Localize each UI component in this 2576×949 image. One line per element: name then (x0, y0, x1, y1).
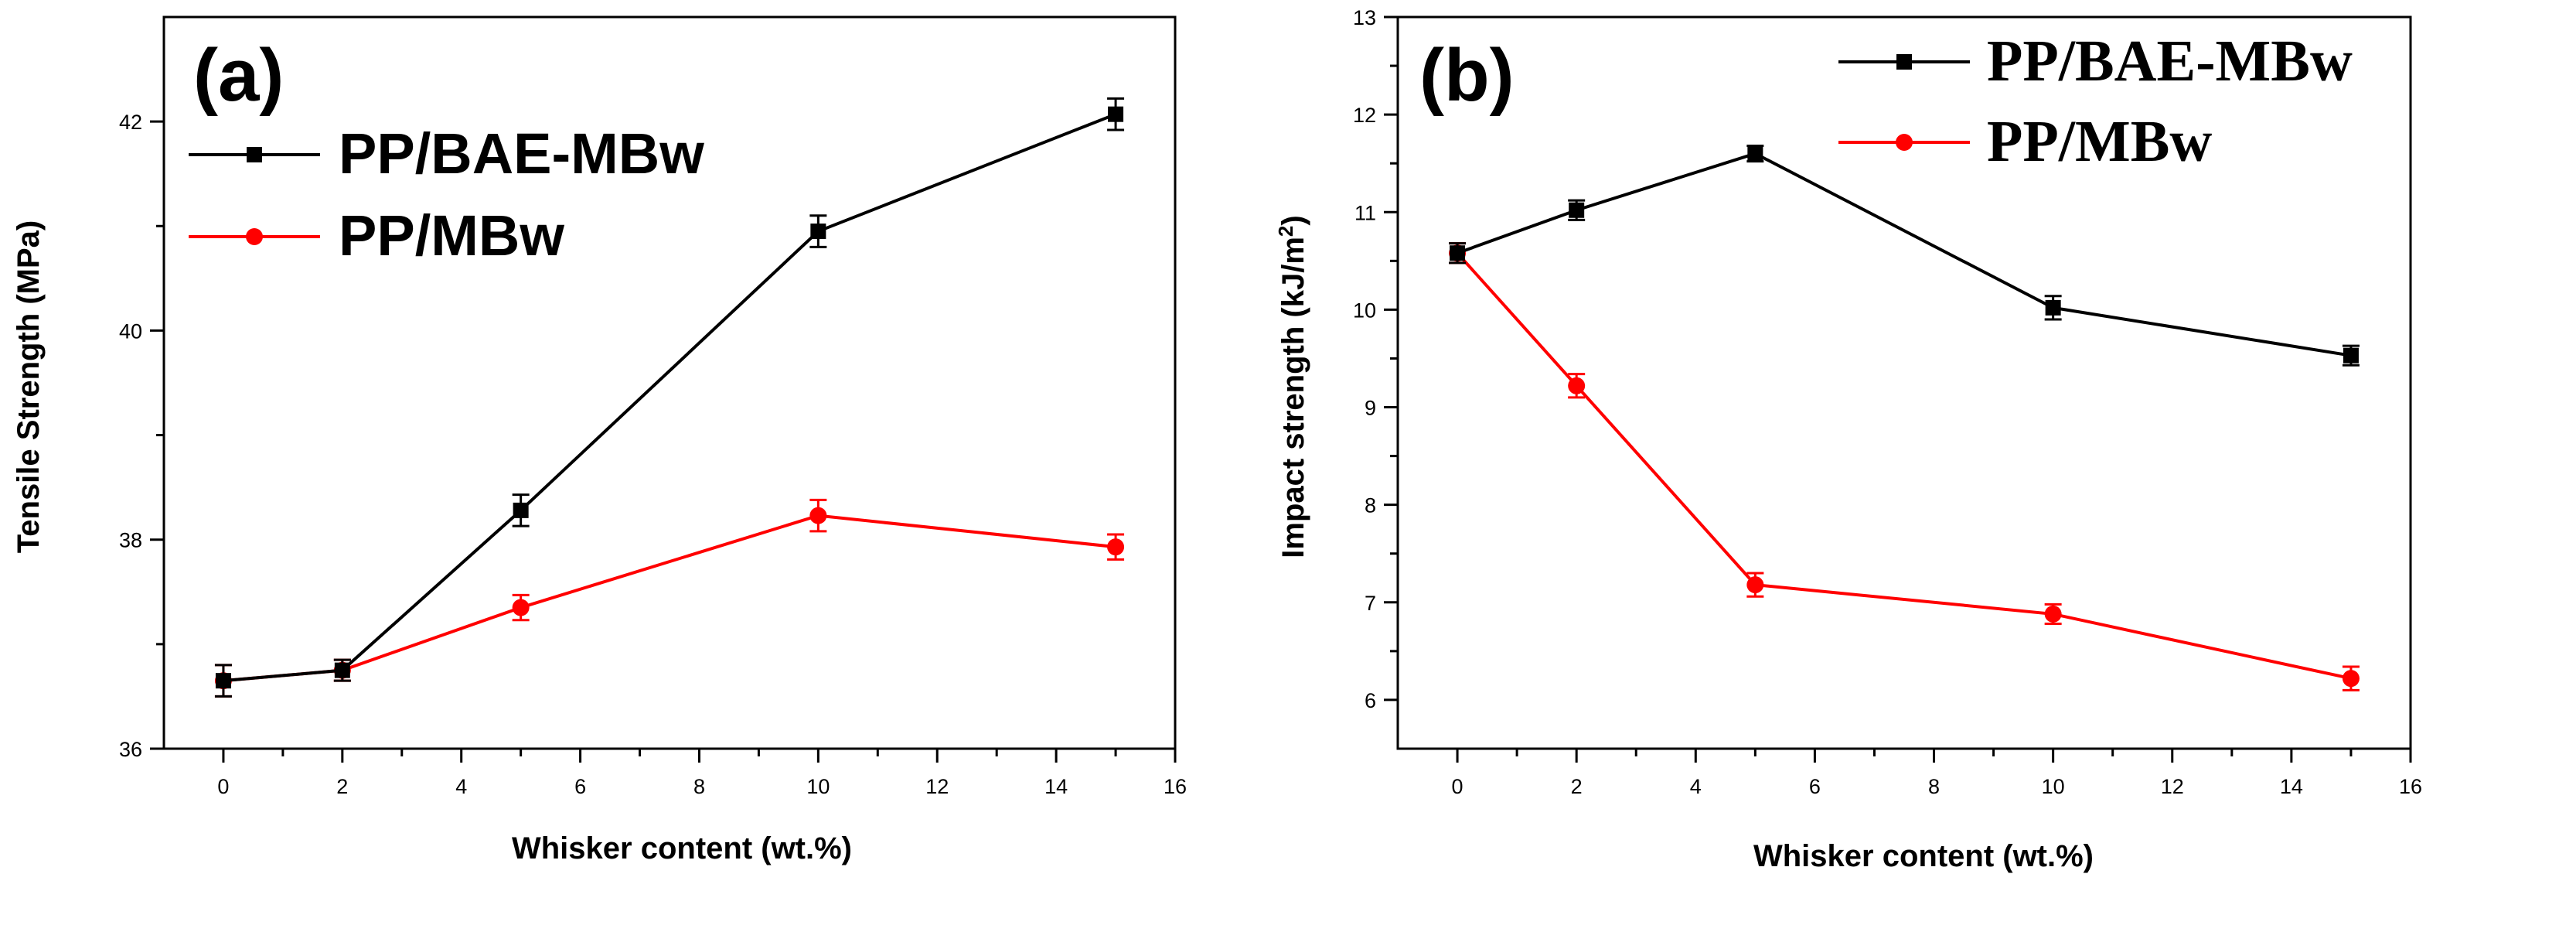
panel-label-a: (a) (193, 34, 284, 117)
y-tick-label: 40 (119, 319, 142, 343)
legend-label-pp-bae-mbw: PP/BAE-MBw (339, 121, 704, 186)
x-tick-label: 10 (806, 775, 830, 798)
chart-panel-b: 0 2 4 6 8 10 12 14 16 6 7 8 9 10 11 12 13 (b) PP/BAE-MBw… (1274, 6, 2422, 873)
data-point (1450, 245, 1466, 261)
x-tick-label: 14 (2280, 775, 2303, 798)
panel-label-b: (b) (1419, 34, 1515, 117)
y-tick-label: 12 (1353, 104, 1376, 127)
y-axis-label-b: Impact strength (kJ/m2) (1274, 215, 1310, 558)
data-point (1569, 202, 1585, 218)
series-b (1449, 144, 2360, 691)
plot-frame-b (1396, 15, 2412, 750)
y-tick-label: 42 (119, 111, 142, 134)
data-point (215, 673, 231, 689)
x-tick-label: 8 (1928, 775, 1940, 798)
x-tick-label: 16 (1164, 775, 1187, 798)
y-tick-label: 36 (119, 738, 142, 761)
data-point (2342, 670, 2360, 688)
y-axis-label-b-sup: 2 (1274, 226, 1297, 237)
legend-a: PP/BAE-MBw PP/MBw (189, 121, 704, 268)
y-axis-label-b-main: Impact strength (kJ/m (1276, 237, 1310, 558)
x-tick-label: 4 (1690, 775, 1702, 798)
x-tick-label: 2 (336, 775, 348, 798)
ticks-a: 0 2 4 6 8 10 12 14 16 36 38 40 42 (119, 111, 1187, 798)
x-tick-label: 4 (455, 775, 467, 798)
x-tick-label: 0 (217, 775, 229, 798)
series-line (223, 112, 1116, 683)
series-line (1456, 251, 2352, 681)
data-point (1568, 377, 1586, 394)
y-tick-label: 10 (1353, 299, 1376, 322)
x-tick-label: 12 (2161, 775, 2184, 798)
x-tick-label: 0 (1452, 775, 1463, 798)
plot-frame-a (162, 15, 1177, 750)
legend-marker-pp-mbw-b (1896, 134, 1913, 151)
data-point (809, 507, 827, 524)
data-point (1108, 106, 1124, 122)
y-tick-label: 11 (1354, 201, 1376, 224)
x-tick-label: 8 (693, 775, 705, 798)
legend-label-pp-mbw-b: PP/MBw (1987, 109, 2212, 174)
legend-label-pp-mbw: PP/MBw (339, 203, 564, 268)
series-line (1457, 152, 2352, 357)
legend-marker-pp-bae-mbw-b (1896, 54, 1912, 70)
x-tick-label: 2 (1571, 775, 1583, 798)
x-tick-label: 12 (925, 775, 949, 798)
y-tick-label: 8 (1365, 494, 1376, 517)
data-point (1746, 576, 1764, 594)
data-point (2044, 605, 2062, 623)
data-point (2343, 347, 2359, 364)
chart-panel-a: 0 2 4 6 8 10 12 14 16 36 38 40 42 (a) PP/BAE-MBw PP/… (12, 15, 1187, 865)
x-tick-label: 10 (2042, 775, 2065, 798)
y-tick-label: 7 (1365, 592, 1376, 615)
data-point (512, 599, 530, 616)
y-axis-label-a: Tensile Strength (MPa) (12, 220, 46, 553)
x-tick-label: 16 (2399, 775, 2422, 798)
x-tick-label: 6 (574, 775, 586, 798)
y-tick-label: 9 (1365, 397, 1376, 420)
x-tick-label: 14 (1044, 775, 1068, 798)
x-axis-label-b: Whisker content (wt.%) (1753, 839, 2094, 873)
data-point (513, 502, 529, 518)
ticks-b: 0 2 4 6 8 10 12 14 16 6 7 8 9 10 11 12 13 (1353, 6, 2422, 798)
x-tick-label: 6 (1809, 775, 1821, 798)
series-a (214, 97, 1125, 698)
y-axis-label-b-close: ) (1276, 215, 1310, 225)
data-point (1107, 538, 1125, 556)
data-point (1747, 145, 1763, 162)
data-point (810, 224, 826, 240)
legend-marker-pp-bae-mbw (247, 147, 262, 162)
legend-label-pp-bae-mbw-b: PP/BAE-MBw (1987, 29, 2353, 94)
legend-b: PP/BAE-MBw PP/MBw (1838, 29, 2353, 174)
data-point (2045, 299, 2061, 316)
y-tick-label: 6 (1365, 689, 1376, 712)
y-tick-label: 38 (119, 529, 142, 552)
legend-marker-pp-mbw (246, 228, 263, 245)
x-axis-label-a: Whisker content (wt.%) (512, 831, 852, 865)
data-point (334, 662, 350, 678)
y-tick-label: 13 (1353, 6, 1376, 29)
